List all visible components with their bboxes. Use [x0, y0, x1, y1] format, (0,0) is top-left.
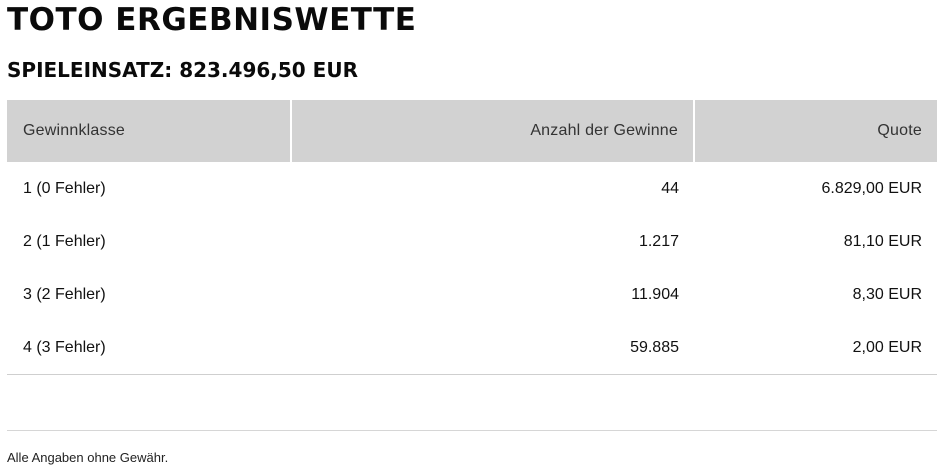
cell-gewinnklasse: 3 (2 Fehler) — [23, 285, 106, 303]
table-row: 4 (3 Fehler) 59.885 2,00 EUR — [7, 321, 937, 375]
cell-anzahl: 11.904 — [631, 285, 679, 303]
header-quote: Quote — [693, 100, 937, 162]
cell-quote: 2,00 EUR — [694, 321, 937, 375]
cell-quote: 81,10 EUR — [843, 232, 922, 250]
footer-divider — [7, 430, 937, 431]
table-header: Gewinnklasse Anzahl der Gewinne Quote — [7, 100, 937, 162]
table-row: 1 (0 Fehler) 44 6.829,00 EUR — [7, 162, 937, 215]
header-gewinnklasse: Gewinnklasse — [7, 100, 291, 162]
cell-gewinnklasse: 4 (3 Fehler) — [7, 321, 291, 375]
table-header-row: Gewinnklasse Anzahl der Gewinne Quote — [7, 100, 937, 162]
cell-gewinnklasse: 2 (1 Fehler) — [23, 232, 106, 250]
table-body: 1 (0 Fehler) 44 6.829,00 EUR 2 (1 Fehler… — [7, 162, 937, 375]
cell-quote: 6.829,00 EUR — [821, 179, 922, 197]
table-row: 2 (1 Fehler) 1.217 81,10 EUR — [7, 215, 937, 268]
table-row: 3 (2 Fehler) 11.904 8,30 EUR — [7, 268, 937, 321]
page-title: TOTO ERGEBNISWETTE — [7, 2, 417, 38]
cell-anzahl: 1.217 — [638, 232, 679, 250]
cell-quote: 8,30 EUR — [852, 285, 922, 303]
results-table: Gewinnklasse Anzahl der Gewinne Quote 1 … — [7, 100, 937, 375]
cell-anzahl: 59.885 — [291, 321, 694, 375]
stake-heading: SPIELEINSATZ: 823.496,50 EUR — [7, 58, 358, 82]
disclaimer-note: Alle Angaben ohne Gewähr. — [7, 450, 169, 465]
cell-gewinnklasse: 1 (0 Fehler) — [23, 179, 106, 197]
header-anzahl: Anzahl der Gewinne — [290, 100, 694, 162]
cell-anzahl: 44 — [661, 179, 679, 197]
